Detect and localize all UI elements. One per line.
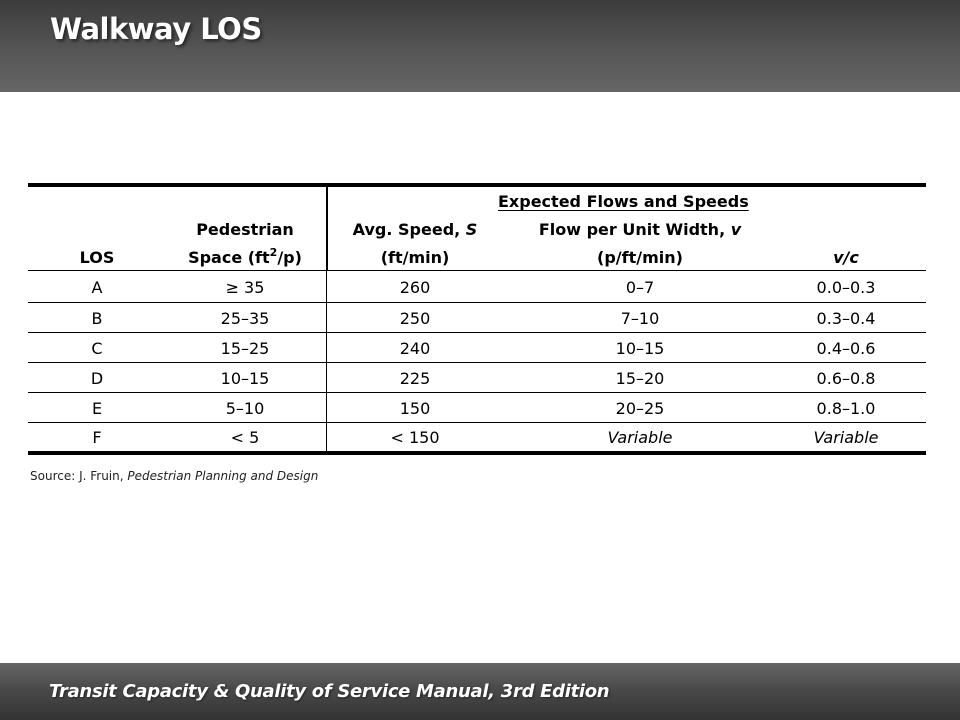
group-header: Expected Flows and Speeds [498,192,749,211]
header-space-line1: Pedestrian [196,220,294,239]
header-bottom-rule [28,270,926,271]
cell-flow: Variable [607,428,673,447]
cell-flow: 20–25 [615,399,665,418]
cell-vc: Variable [813,428,879,447]
cell-los: A [91,278,103,297]
column-divider [326,270,327,453]
cell-flow: 15–20 [615,369,665,388]
cell-vc: 0.3–0.4 [816,309,876,328]
row-divider [28,302,926,303]
cell-speed: 225 [399,369,431,388]
slide-footer: Transit Capacity & Quality of Service Ma… [0,663,960,720]
column-divider [326,185,328,270]
slide-header: Walkway LOS [0,0,960,92]
header-flow-line2: (p/ft/min) [597,248,683,267]
footer-text: Transit Capacity & Quality of Service Ma… [49,681,610,702]
cell-vc: 0.0–0.3 [816,278,876,297]
table-top-rule [28,183,926,187]
header-speed-line2: (ft/min) [380,248,450,267]
cell-space: ≥ 35 [225,278,265,297]
cell-flow: 0–7 [625,278,655,297]
cell-speed: 150 [399,399,431,418]
cell-space: 25–35 [220,309,270,328]
cell-space: 5–10 [225,399,265,418]
row-divider [28,422,926,423]
cell-speed: 240 [399,339,431,358]
header-speed-line1: Avg. Speed, S [352,220,478,239]
cell-speed: 250 [399,309,431,328]
cell-vc: 0.8–1.0 [816,399,876,418]
header-space-line2: Space (ft2/p) [188,245,302,267]
row-divider [28,392,926,393]
header-flow-line1: Flow per Unit Width, v [538,220,742,239]
cell-space: 15–25 [220,339,270,358]
cell-space: < 5 [230,428,260,447]
table-bottom-rule [28,451,926,455]
header-vc: v/c [833,248,859,267]
cell-speed: 260 [399,278,431,297]
cell-los: B [91,309,103,328]
row-divider [28,362,926,363]
cell-los: F [92,428,102,447]
slide-title: Walkway LOS [50,12,262,46]
cell-los: C [91,339,103,358]
header-los: LOS [79,248,115,267]
cell-vc: 0.4–0.6 [816,339,876,358]
cell-space: 10–15 [220,369,270,388]
cell-los: D [90,369,104,388]
cell-los: E [91,399,103,418]
cell-vc: 0.6–0.8 [816,369,876,388]
cell-speed: < 150 [390,428,440,447]
source-citation: Source: J. Fruin, Pedestrian Planning an… [30,469,319,483]
row-divider [28,332,926,333]
cell-flow: 7–10 [620,309,660,328]
cell-flow: 10–15 [615,339,665,358]
